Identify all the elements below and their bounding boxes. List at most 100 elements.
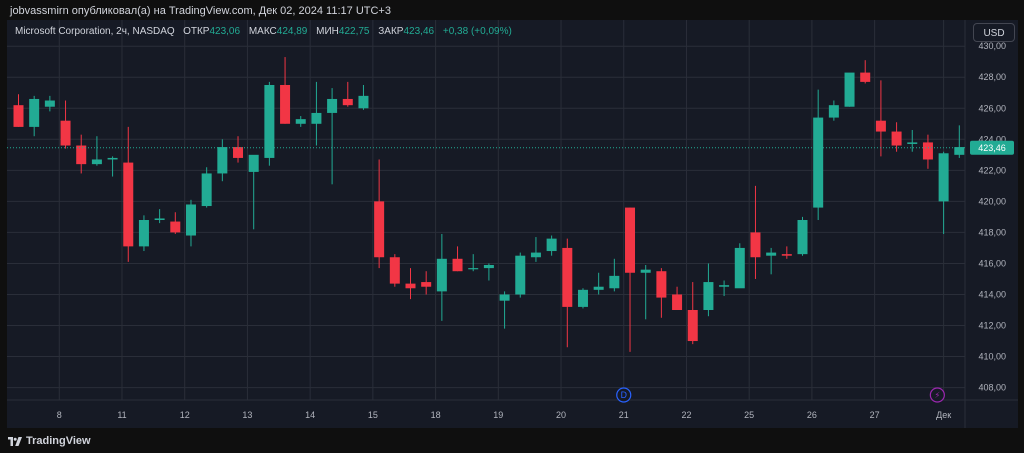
candle-body xyxy=(185,204,196,236)
candle-body xyxy=(875,120,886,132)
date-tick-label: 22 xyxy=(681,410,691,420)
candle-body xyxy=(154,218,165,220)
low-label: МИН xyxy=(316,26,339,37)
low-value: 422,75 xyxy=(338,26,370,37)
candle-body xyxy=(766,252,777,256)
candle-body xyxy=(625,207,636,273)
price-tick-label: 412,00 xyxy=(978,321,1006,331)
candle-body xyxy=(562,247,573,307)
candle-body xyxy=(860,72,871,82)
date-tick-label: 26 xyxy=(807,410,817,420)
candle-body xyxy=(797,220,808,255)
candle-body xyxy=(421,282,432,287)
candle-body xyxy=(107,157,118,160)
open-value: 423,06 xyxy=(209,26,241,37)
candle-body xyxy=(577,289,588,307)
last-price-badge xyxy=(970,140,1014,155)
candle-body xyxy=(311,112,322,124)
candle-body xyxy=(499,294,510,301)
candle-body xyxy=(29,98,40,127)
candle-body xyxy=(358,95,369,109)
publish-caption: jobvassmirn опубликовал(а) на TradingVie… xyxy=(10,5,391,17)
footer-brand[interactable]: TradingView xyxy=(8,433,91,449)
candle-body xyxy=(609,275,620,289)
close-label: ЗАКР xyxy=(378,26,404,37)
tradingview-brand-label: TradingView xyxy=(26,435,91,447)
event-marker-label: ⚡ xyxy=(934,391,940,401)
tradingview-logo-icon xyxy=(8,436,22,446)
date-tick-label: Дек xyxy=(936,410,951,420)
candle-body xyxy=(13,105,24,127)
price-tick-label: 428,00 xyxy=(978,72,1006,82)
candle-body xyxy=(76,145,87,165)
date-tick-label: 21 xyxy=(619,410,629,420)
candle-body xyxy=(280,85,291,124)
candle-body xyxy=(922,142,933,160)
candle-body xyxy=(750,232,761,258)
candle-body xyxy=(374,201,385,258)
candle-body xyxy=(530,252,541,258)
chart-panel[interactable]: 408,00 410,00 412,00 414,00 416,00 418,00 420,… xyxy=(7,20,1018,428)
ohlc-legend: Microsoft Corporation, 2ч, NASDAQ ОТКР42… xyxy=(15,26,512,37)
candle-body xyxy=(217,147,228,174)
price-tick-label: 420,00 xyxy=(978,196,1006,206)
candle-body xyxy=(593,286,604,290)
price-tick-label: 416,00 xyxy=(978,258,1006,268)
candle-body xyxy=(60,120,71,146)
candle-body xyxy=(201,173,212,207)
candle-body xyxy=(640,269,651,273)
date-tick-label: 19 xyxy=(493,410,503,420)
candle-body xyxy=(44,100,55,107)
candle-body xyxy=(138,220,149,247)
candle-body xyxy=(672,294,683,310)
candle-body xyxy=(468,268,479,270)
high-value: 424,89 xyxy=(276,26,308,37)
candle-body xyxy=(327,98,338,113)
candle-body xyxy=(938,153,949,202)
candle-body xyxy=(891,131,902,146)
price-tick-label: 424,00 xyxy=(978,134,1006,144)
candle-body xyxy=(781,254,792,256)
candle-body xyxy=(687,310,698,342)
last-price-label: 423,46 xyxy=(978,143,1006,153)
date-tick-label: 13 xyxy=(242,410,252,420)
candle-body xyxy=(342,98,353,106)
price-tick-label: 426,00 xyxy=(978,103,1006,113)
close-value: 423,46 xyxy=(403,26,435,37)
date-tick-label: 12 xyxy=(180,410,190,420)
event-marker-label: D xyxy=(620,391,627,401)
candle-body xyxy=(546,238,557,252)
price-tick-label: 414,00 xyxy=(978,289,1006,299)
high-label: МАКС xyxy=(248,26,277,37)
candle-body xyxy=(719,285,730,287)
currency-button[interactable]: USD xyxy=(973,23,1015,42)
candle-body xyxy=(295,119,306,124)
candle-body xyxy=(483,265,494,269)
candle-body xyxy=(515,255,526,295)
candle-body xyxy=(123,162,134,247)
candle-body xyxy=(452,258,463,272)
candle-body xyxy=(907,142,918,144)
dividend-event-marker xyxy=(616,387,632,403)
price-tick-label: 410,00 xyxy=(978,352,1006,362)
date-tick-label: 11 xyxy=(117,410,126,420)
candle-body xyxy=(170,221,181,233)
candle-body xyxy=(844,72,855,107)
candle-body xyxy=(233,147,244,158)
candle-body xyxy=(264,85,275,158)
candle-body xyxy=(734,247,745,289)
date-tick-label: 18 xyxy=(431,410,441,420)
change-value: +0,38 (+0,09%) xyxy=(442,26,512,37)
candle-body xyxy=(813,117,824,208)
open-label: ОТКР xyxy=(183,26,210,37)
candlestick-chart[interactable]: 408,00 410,00 412,00 414,00 416,00 418,00 420,… xyxy=(7,20,1018,428)
date-tick-label: 25 xyxy=(744,410,754,420)
date-tick-label: 15 xyxy=(368,410,378,420)
candle-body xyxy=(248,154,259,172)
candle-body xyxy=(656,271,667,298)
candle-body xyxy=(389,257,400,284)
date-tick-label: 27 xyxy=(870,410,880,420)
candle-body xyxy=(828,105,839,118)
candle-body xyxy=(436,258,447,292)
